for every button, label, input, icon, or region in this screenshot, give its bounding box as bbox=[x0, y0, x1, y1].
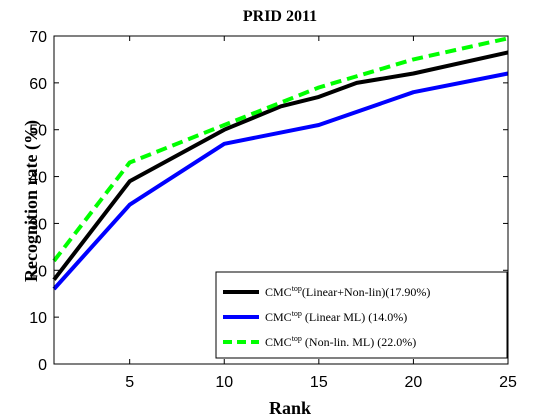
y-tick-label: 40 bbox=[29, 170, 47, 187]
x-tick-label: 15 bbox=[310, 374, 328, 391]
x-tick-label: 10 bbox=[215, 374, 233, 391]
legend-label-1: CMCtop (Linear ML) (14.0%) bbox=[265, 309, 407, 324]
axis-ticks: 5 10 15 20 25 0 10 20 30 40 50 60 70 bbox=[29, 29, 517, 391]
x-axis-label: Rank bbox=[269, 398, 311, 418]
chart-title: PRID 2011 bbox=[243, 8, 317, 25]
plot-lines bbox=[52, 36, 509, 291]
legend: CMCtop(Linear+Non-lin)(17.90%) CMCtop (Li… bbox=[215, 271, 508, 359]
series-line-0 bbox=[52, 50, 509, 281]
y-tick-label: 0 bbox=[38, 357, 47, 374]
y-tick-label: 70 bbox=[29, 29, 47, 46]
plot-frame bbox=[53, 35, 509, 365]
legend-label-2: CMCtop (Non-lin. ML) (22.0%) bbox=[265, 334, 416, 349]
y-tick-label: 50 bbox=[29, 123, 47, 140]
x-tick-label: 5 bbox=[125, 374, 134, 391]
y-tick-label: 20 bbox=[29, 263, 47, 280]
legend-label-0: CMCtop(Linear+Non-lin)(17.90%) bbox=[265, 284, 430, 299]
series-line-2 bbox=[52, 36, 509, 263]
legend-box bbox=[215, 271, 508, 359]
x-tick-label: 25 bbox=[499, 374, 517, 391]
x-tick-label: 20 bbox=[405, 374, 423, 391]
y-tick-label: 10 bbox=[29, 310, 47, 327]
y-axis-label: Recognition rate (%) bbox=[21, 120, 42, 282]
y-tick-label: 30 bbox=[29, 216, 47, 233]
series-line-1 bbox=[52, 71, 509, 291]
y-tick-label: 60 bbox=[29, 76, 47, 93]
